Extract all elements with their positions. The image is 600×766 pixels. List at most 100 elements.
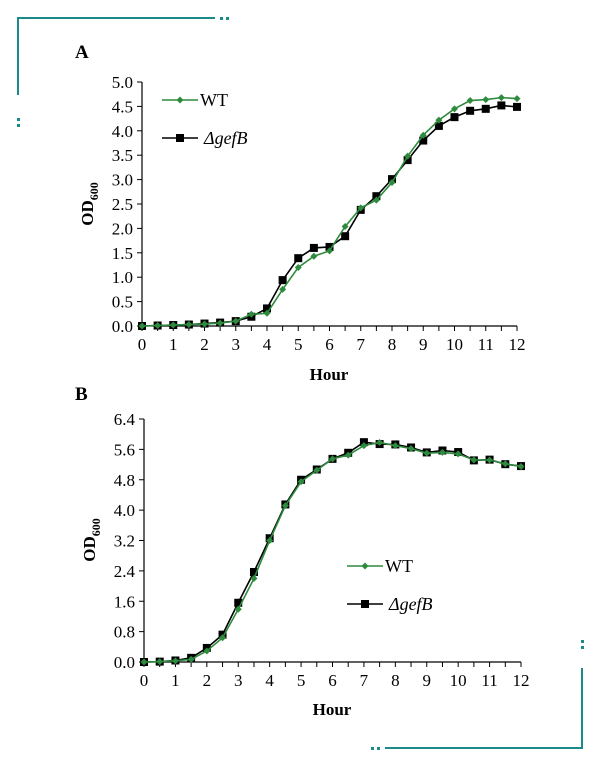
data-point-gefb: [309, 243, 318, 252]
x-tick-label: 5: [297, 671, 306, 690]
data-point-wt: [360, 442, 368, 450]
legend-marker-gefb: [176, 134, 184, 142]
data-point-wt: [438, 448, 446, 456]
data-point-wt: [451, 105, 458, 113]
data-point-wt: [501, 460, 509, 468]
data-point-wt: [372, 196, 380, 204]
legend-label-wt: WT: [385, 556, 413, 576]
data-point-gefb: [466, 106, 475, 115]
y-tick-label: 0.5: [112, 293, 133, 312]
data-point-wt: [297, 478, 305, 486]
data-point-wt: [423, 449, 431, 457]
y-tick-label: 2.4: [114, 562, 136, 581]
y-tick-label: 4.0: [114, 501, 135, 520]
y-tick-label: 3.0: [112, 171, 133, 190]
series-line-gefb: [141, 104, 518, 327]
data-point-gefb: [481, 104, 490, 113]
x-tick-label: 3: [232, 335, 241, 354]
data-point-wt: [266, 537, 274, 544]
data-point-wt: [357, 204, 365, 212]
data-point-wt: [187, 655, 195, 663]
chart-B: B0.00.81.62.43.24.04.85.66.40 1 2 3 4 5 6 7 8 9 10…: [75, 384, 530, 719]
data-point-gefb: [249, 568, 258, 577]
x-tick-label: 1: [169, 335, 178, 354]
y-tick-label: 4.0: [112, 122, 133, 141]
data-point-gefb: [294, 254, 303, 263]
data-point-gefb: [419, 136, 428, 145]
data-point-wt: [169, 321, 177, 329]
data-point-gefb: [372, 192, 381, 201]
y-tick-label: 2.5: [112, 195, 133, 214]
panel-label: B: [75, 384, 88, 405]
data-point-wt: [404, 152, 412, 160]
data-point-gefb: [234, 598, 243, 607]
data-point-gefb: [513, 102, 521, 111]
data-point-gefb: [263, 304, 271, 313]
data-point-wt: [234, 605, 242, 613]
legend-label-gefb: ΔgefB: [203, 128, 248, 148]
panel-label: A: [75, 42, 89, 63]
data-point-gefb: [434, 121, 443, 130]
x-tick-label: 9: [419, 335, 428, 354]
data-point-wt: [201, 320, 208, 328]
legend-marker-wt: [361, 562, 369, 570]
data-point-wt: [486, 456, 494, 464]
data-point-wt: [513, 95, 521, 103]
data-point-wt: [171, 657, 179, 665]
x-axis-label: Hour: [310, 365, 349, 384]
data-point-wt: [388, 179, 396, 187]
x-tick-label: 4: [263, 335, 272, 354]
x-tick-label: 0: [140, 671, 149, 690]
y-axis-label: OD600: [80, 518, 103, 562]
data-point-wt: [203, 647, 211, 655]
legend-marker-wt: [176, 96, 184, 104]
data-point-wt: [154, 322, 162, 330]
x-tick-label: 8: [388, 335, 397, 354]
data-point-wt: [482, 96, 490, 104]
data-point-gefb: [341, 232, 350, 241]
data-point-gefb: [497, 101, 506, 110]
data-point-wt: [435, 116, 443, 124]
data-point-wt: [326, 247, 333, 255]
y-tick-label: 4.8: [114, 471, 135, 490]
x-tick-label: 5: [294, 335, 303, 354]
y-tick-label: 5.0: [112, 73, 133, 92]
y-tick-label: 0.8: [114, 623, 135, 642]
decorative-frame: [17, 17, 583, 749]
data-point-wt: [281, 502, 289, 510]
y-tick-label: 0.0: [112, 317, 133, 336]
x-tick-label: 0: [138, 335, 147, 354]
x-tick-label: 11: [478, 335, 494, 354]
data-point-gefb: [403, 156, 412, 165]
data-point-wt: [310, 252, 318, 260]
y-tick-label: 5.6: [114, 440, 135, 459]
y-tick-label: 0.0: [114, 653, 135, 672]
data-point-wt: [344, 451, 352, 459]
data-point-wt: [517, 462, 525, 470]
data-point-gefb: [278, 276, 287, 285]
y-tick-label: 1.5: [112, 244, 133, 263]
data-point-wt: [216, 319, 224, 327]
y-axis-label-subscript: 600: [87, 182, 101, 200]
data-point-wt: [497, 94, 505, 102]
data-point-wt: [250, 574, 258, 582]
y-tick-label: 3.5: [112, 146, 133, 165]
x-tick-label: 1: [171, 671, 180, 690]
y-tick-label: 6.4: [114, 410, 136, 429]
x-tick-label: 4: [265, 671, 274, 690]
x-tick-label: 11: [481, 671, 497, 690]
data-point-wt: [294, 263, 302, 271]
x-tick-label: 6: [325, 335, 334, 354]
y-tick-label: 2.0: [112, 219, 133, 238]
chart-A: A0.00.51.01.52.02.53.03.54.04.55.00 1 2 3 4 5…: [75, 42, 526, 384]
decorative-dots: [17, 17, 584, 750]
data-point-wt: [419, 131, 427, 139]
data-point-wt: [391, 442, 399, 450]
data-point-wt: [466, 97, 474, 105]
data-point-wt: [156, 658, 164, 666]
legend-marker-gefb: [361, 600, 369, 608]
data-point-wt: [140, 658, 148, 666]
data-point-wt: [454, 450, 462, 458]
data-point-wt: [185, 321, 193, 329]
